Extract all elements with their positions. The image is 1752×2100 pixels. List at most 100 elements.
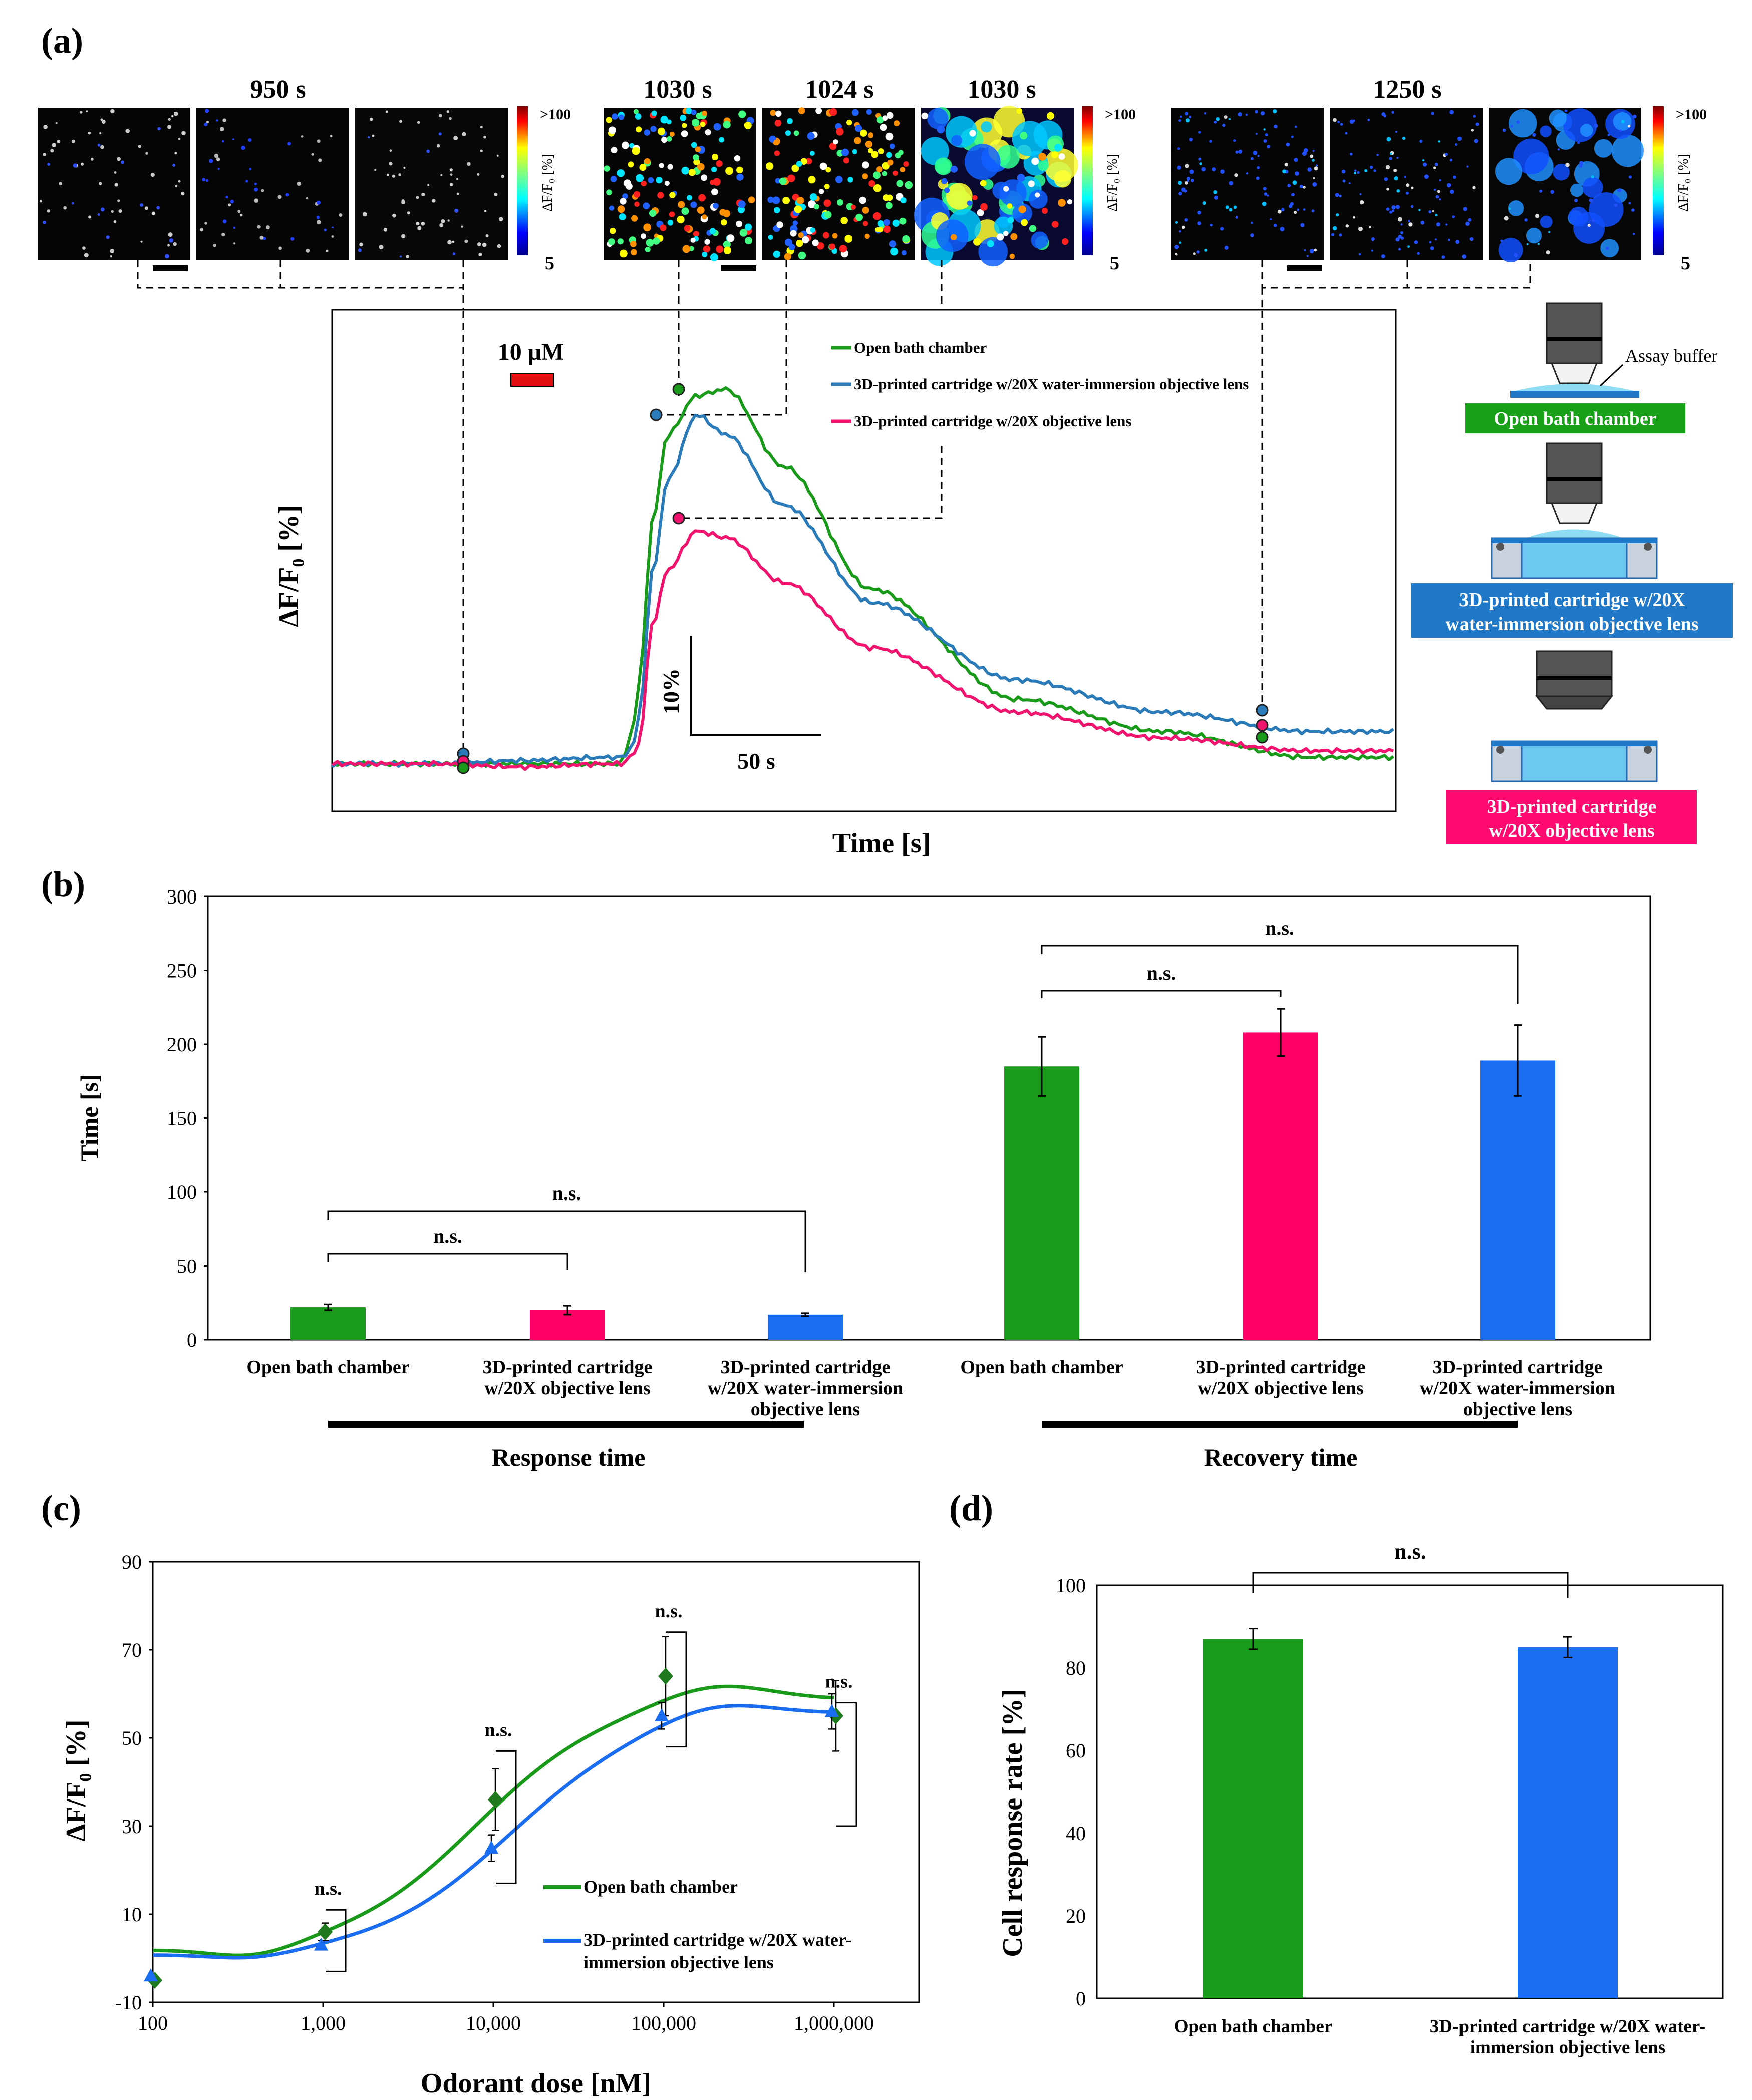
cell-dot bbox=[421, 221, 425, 226]
cell-dot bbox=[277, 195, 282, 199]
cell-dot bbox=[1270, 218, 1272, 221]
cell-dot bbox=[686, 195, 692, 201]
cell-dot bbox=[709, 228, 716, 235]
cell-dot bbox=[392, 213, 396, 218]
cell-dot bbox=[664, 180, 670, 186]
cell-dot bbox=[609, 228, 616, 234]
group-label-response: Response time bbox=[492, 1443, 646, 1471]
cell-dot bbox=[944, 187, 950, 193]
cell-dot bbox=[1046, 112, 1054, 120]
cell-dot bbox=[1315, 164, 1318, 167]
b-bar-4 bbox=[1004, 1066, 1079, 1340]
cell-dot bbox=[1277, 209, 1282, 214]
cell-dot bbox=[1526, 243, 1529, 245]
cell-dot bbox=[660, 116, 668, 124]
colorbar-3-min: 5 bbox=[1681, 253, 1690, 274]
cell-dot bbox=[383, 228, 388, 232]
b-category-labels: Open bath chamber 3D-printed cartridgew/2… bbox=[246, 1357, 1615, 1420]
cell-dot bbox=[1408, 220, 1410, 222]
cell-dot bbox=[829, 108, 837, 116]
cell-dot bbox=[1274, 224, 1277, 227]
cell-dot bbox=[449, 168, 453, 172]
cell-dot bbox=[836, 128, 844, 136]
cell-dot bbox=[901, 250, 907, 256]
c-fit-water bbox=[152, 1704, 834, 1960]
cell-dot bbox=[1212, 167, 1216, 171]
cell-dot bbox=[90, 157, 94, 161]
cell-dot bbox=[449, 183, 453, 187]
colorbar-1-label: ∆F/F₀ [%] bbox=[540, 154, 555, 212]
cell-dot bbox=[1389, 157, 1392, 160]
cell-dot bbox=[902, 235, 910, 243]
cell-dot bbox=[1592, 219, 1595, 222]
cell-dot bbox=[899, 217, 907, 225]
cell-dot bbox=[669, 211, 675, 217]
cell-dot bbox=[892, 170, 898, 176]
cell-dot bbox=[776, 221, 783, 228]
cell-dot bbox=[1177, 165, 1181, 170]
cell-dot bbox=[1238, 112, 1242, 117]
recovery-group-bar bbox=[1042, 1421, 1518, 1428]
cell-dot bbox=[813, 204, 819, 210]
cell-dot bbox=[793, 130, 799, 136]
cell-dot bbox=[204, 122, 208, 126]
cell-dot bbox=[1407, 245, 1410, 248]
cell-dot bbox=[1175, 221, 1178, 224]
cell-dot bbox=[1439, 179, 1441, 182]
cell-dot bbox=[782, 196, 790, 204]
legend-c-open: Open bath chamber bbox=[583, 1877, 738, 1897]
cell-dot bbox=[1398, 248, 1401, 251]
cell-dot bbox=[1420, 220, 1425, 225]
cell-dot bbox=[682, 123, 687, 128]
cell-dot bbox=[950, 165, 958, 173]
cell-dot bbox=[484, 210, 487, 212]
c-xtick-label: 10,000 bbox=[466, 2012, 521, 2034]
panel-label-d: (d) bbox=[949, 1488, 993, 1528]
cell-dot bbox=[840, 217, 848, 224]
b-ytick-label: 150 bbox=[167, 1107, 197, 1130]
cell-dot bbox=[805, 158, 812, 165]
cell-dot bbox=[1003, 231, 1009, 236]
cell-dot bbox=[331, 235, 334, 238]
c-point-open bbox=[488, 1791, 503, 1809]
setup-schematics: Assay buffer Open bath chamber 3D-printe… bbox=[1411, 302, 1733, 844]
image-tile-1 bbox=[38, 108, 190, 260]
cell-dot bbox=[865, 140, 872, 148]
cell-dot bbox=[835, 176, 843, 183]
cell-dot bbox=[633, 191, 641, 198]
cell-dot bbox=[973, 238, 981, 246]
cell-dot bbox=[1473, 115, 1476, 118]
cell-dot bbox=[225, 196, 228, 199]
cell-dot bbox=[734, 155, 741, 162]
cell-dot bbox=[1450, 189, 1454, 194]
cell-dot bbox=[1449, 110, 1454, 115]
cell-dot bbox=[1574, 198, 1578, 203]
d-category-label: Open bath chamber bbox=[1174, 2016, 1333, 2037]
cell-dot bbox=[713, 178, 721, 186]
cell-dot bbox=[1185, 118, 1190, 123]
c-ylabel: ΔF/F₀ [%] bbox=[61, 1719, 92, 1841]
cell-dot bbox=[306, 197, 309, 200]
scale-bar-2 bbox=[721, 265, 756, 271]
cell-dot bbox=[1419, 139, 1423, 143]
cell-dot bbox=[980, 203, 988, 211]
cell-dot bbox=[636, 174, 644, 182]
cell-dot bbox=[1303, 208, 1306, 211]
b-ytick-label: 50 bbox=[177, 1255, 197, 1278]
c-sig-label: n.s. bbox=[485, 1719, 512, 1740]
cell-dot bbox=[204, 222, 207, 225]
cell-dot bbox=[823, 199, 831, 207]
schematic-label-open: Open bath chamber bbox=[1494, 408, 1656, 429]
cell-dot bbox=[114, 171, 117, 174]
cell-dot bbox=[693, 231, 700, 237]
cell-dot bbox=[633, 109, 639, 114]
colorbar-3-max: >100 bbox=[1676, 106, 1707, 123]
c-xlabel: Odorant dose [nM] bbox=[421, 2068, 651, 2099]
b-ylabel: Time [s] bbox=[75, 1074, 103, 1161]
cell-dot bbox=[873, 184, 882, 192]
cell-dot bbox=[117, 199, 120, 202]
cell-dot bbox=[222, 140, 224, 143]
b-ytick-label: 300 bbox=[167, 885, 197, 908]
cell-blob bbox=[1508, 109, 1537, 138]
